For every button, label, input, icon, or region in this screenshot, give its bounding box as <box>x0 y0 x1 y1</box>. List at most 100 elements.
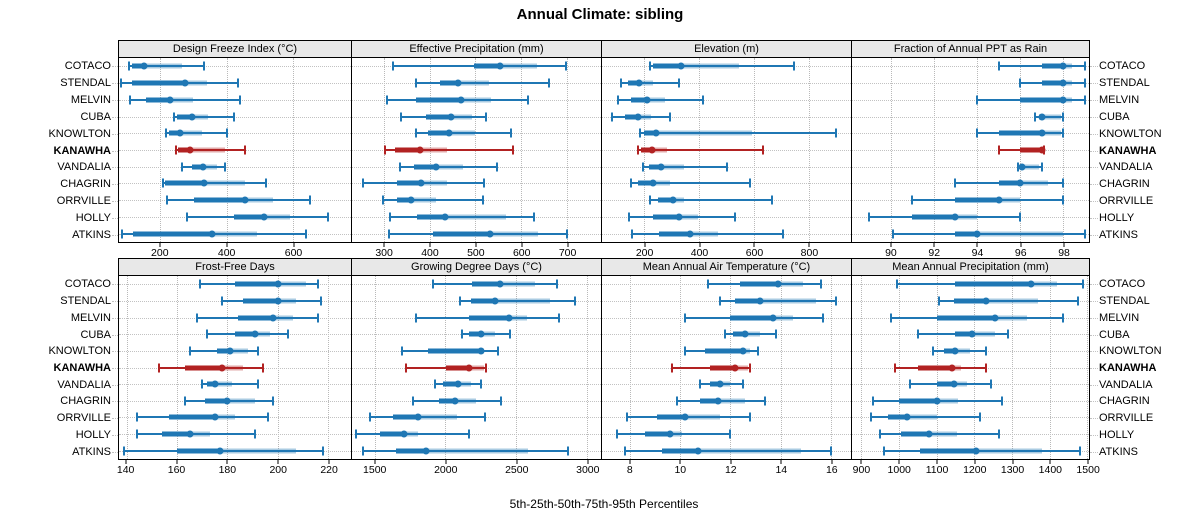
median-dot <box>477 330 485 338</box>
whisker-cap <box>206 329 209 339</box>
whisker-line <box>627 416 751 419</box>
whisker-cap <box>990 379 993 389</box>
whisker-cap <box>639 128 642 138</box>
whisker-cap <box>317 279 320 289</box>
x-axis: 200 400 600 800 <box>602 243 852 259</box>
axis-tick-label: 8 <box>626 464 633 476</box>
horizontal-gridline <box>852 116 1089 118</box>
median-dot <box>741 330 749 338</box>
whisker-line <box>617 433 731 436</box>
whisker-cap <box>725 162 728 172</box>
median-dot <box>972 447 980 455</box>
whisker-line <box>892 232 1085 235</box>
whisker-line <box>677 399 766 402</box>
gridline-connector <box>112 66 118 68</box>
axis-tick <box>328 460 330 464</box>
whisker-cap <box>387 229 390 239</box>
whisker-line <box>388 232 567 235</box>
plot-grid: COTACO STENDAL MELVIN CUBA KNOWLTON KANAWHA VA… <box>0 40 1200 478</box>
axis-tick <box>159 243 161 247</box>
median-dot <box>903 413 911 421</box>
whisker-line <box>416 82 550 85</box>
whisker-cap <box>894 363 897 372</box>
median-dot <box>948 364 956 371</box>
whisker-cap <box>322 446 325 456</box>
whisker-cap <box>871 396 874 406</box>
panel-plot-area <box>118 58 352 243</box>
whisker-cap <box>556 279 559 289</box>
whisker-cap <box>756 346 759 356</box>
axis-tick-label: 1300 <box>1000 464 1025 476</box>
median-dot <box>486 230 494 238</box>
whisker-line <box>401 349 499 352</box>
station-label: STENDAL <box>1099 295 1150 308</box>
horizontal-gridline <box>602 83 851 85</box>
whisker-line <box>618 98 704 101</box>
axis-tick-label: 180 <box>218 464 237 476</box>
whisker-cap <box>733 212 736 222</box>
axis-tick <box>176 460 177 464</box>
median-dot <box>769 314 777 322</box>
whisker-cap <box>1083 78 1086 88</box>
median-dot <box>457 96 465 104</box>
gridline-connector <box>112 200 118 202</box>
whisker-cap <box>671 363 674 372</box>
whisker-line <box>880 433 999 436</box>
whisker-cap <box>829 446 832 456</box>
station-label: VANDALIA <box>57 161 111 174</box>
whisker-line <box>124 449 324 452</box>
whisker-cap <box>573 296 576 306</box>
x-axis: 8 10 12 14 16 <box>602 460 852 478</box>
whisker-line <box>1020 82 1085 85</box>
panel-strip: Elevation (m) <box>602 40 852 58</box>
whisker-cap <box>202 61 205 71</box>
median-dot <box>491 297 499 305</box>
horizontal-gridline <box>119 166 351 168</box>
whisker-cap <box>414 313 417 323</box>
axis-tick-label: 800 <box>800 247 819 259</box>
median-dot <box>422 447 430 455</box>
axis-tick-label: 16 <box>825 464 838 476</box>
panel-plot-area <box>852 58 1090 243</box>
whisker-cap <box>548 78 551 88</box>
gridline-connector <box>112 150 118 152</box>
station-label: COTACO <box>1099 278 1146 291</box>
station-label: CUBA <box>1099 110 1130 123</box>
x-axis: 900 1000 1100 1200 1300 1400 1500 <box>852 460 1100 478</box>
whisker-cap <box>676 396 679 406</box>
station-label: KANAWHA <box>53 362 111 374</box>
median-dot <box>186 430 194 438</box>
whisker-cap <box>355 429 358 439</box>
whisker-line <box>672 366 751 369</box>
x-axis: 90 92 94 96 98 <box>852 243 1090 259</box>
whisker-cap <box>997 61 1000 71</box>
median-dot <box>181 79 189 87</box>
gridline-connector <box>112 434 118 436</box>
horizontal-gridline <box>602 99 851 101</box>
whisker-cap <box>834 128 837 138</box>
axis-tick <box>1012 460 1014 464</box>
whisker-cap <box>620 78 623 88</box>
whisker-line <box>640 132 836 135</box>
whisker-cap <box>458 296 461 306</box>
station-label: STENDAL <box>1099 77 1150 90</box>
whisker-line <box>202 383 258 386</box>
x-axis: 140 160 180 200 220 <box>117 460 352 478</box>
median-dot <box>454 380 462 388</box>
whisker-cap <box>327 212 330 222</box>
axis-tick <box>1049 460 1051 464</box>
whisker-cap <box>1083 61 1086 71</box>
whisker-cap <box>123 446 126 456</box>
whisker-cap <box>485 363 488 372</box>
whisker-line <box>624 449 831 452</box>
median-dot <box>211 380 219 388</box>
whisker-cap <box>648 195 651 205</box>
whisker-cap <box>558 313 561 323</box>
median-dot <box>454 79 462 87</box>
whisker-line <box>415 316 560 319</box>
whisker-cap <box>188 346 191 356</box>
whisker-cap <box>236 78 239 88</box>
whisker-line <box>166 199 310 202</box>
station-label: VANDALIA <box>1099 378 1153 391</box>
station-label: KANAWHA <box>1099 362 1157 374</box>
